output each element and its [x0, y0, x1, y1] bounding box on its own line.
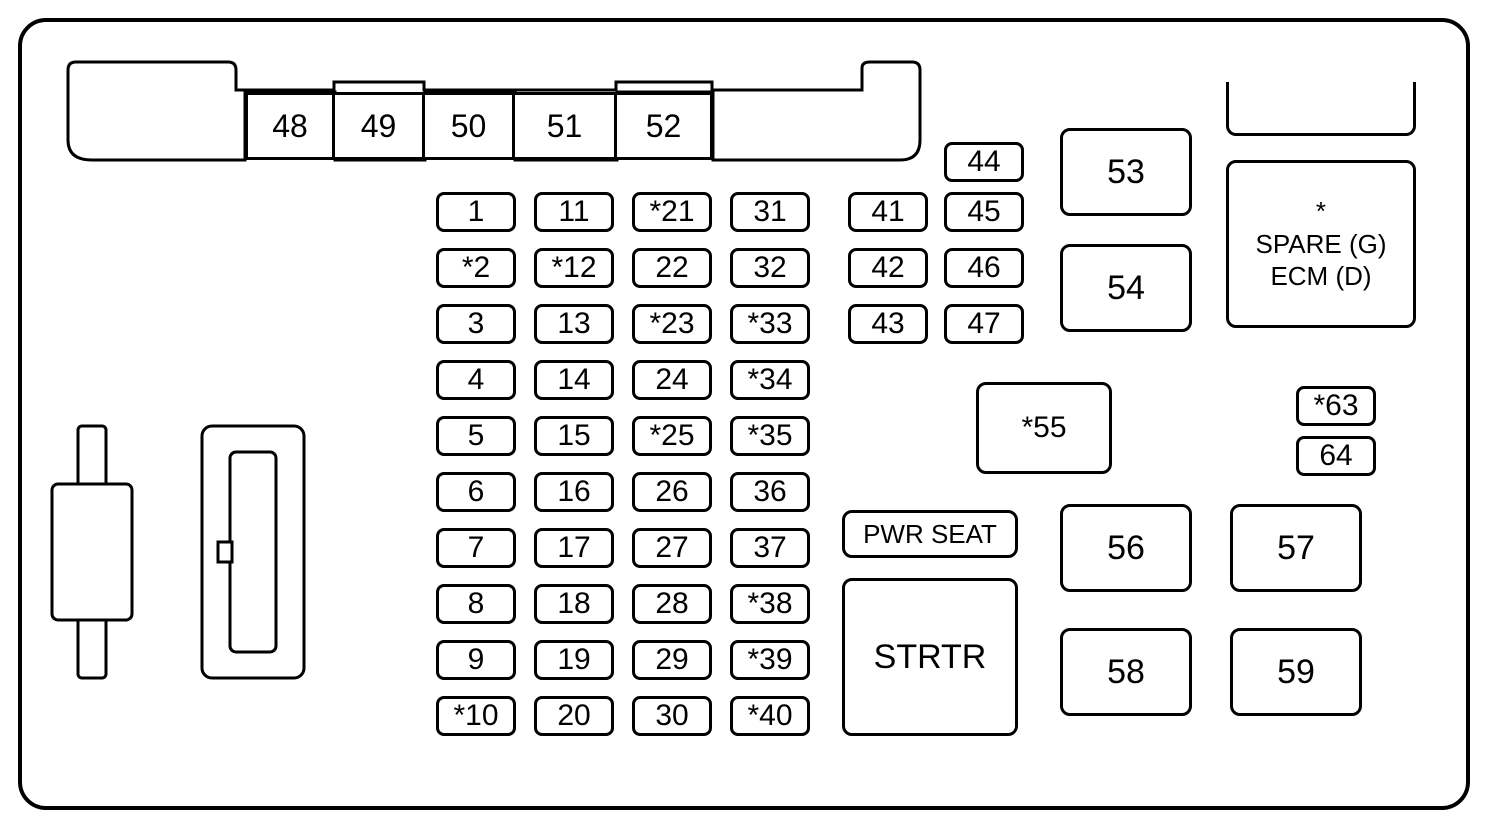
fuse-63-label: *63: [1313, 391, 1358, 421]
fuse-14: 14: [534, 360, 614, 400]
relay-57: 57: [1230, 504, 1362, 592]
connector-2: [200, 424, 310, 680]
fuse-32: 32: [730, 248, 810, 288]
fuse-42: 42: [848, 248, 928, 288]
fuse-27: 27: [632, 528, 712, 568]
relay-strtr: STRTR: [842, 578, 1018, 736]
fuse-21: *21: [632, 192, 712, 232]
fuse-46: 46: [944, 248, 1024, 288]
fuse-10: *10: [436, 696, 516, 736]
fuse-34: *34: [730, 360, 810, 400]
fuse-39: *39: [730, 640, 810, 680]
fuse-7: 7: [436, 528, 516, 568]
fuse-box-diagram: 4849505152 1*23456789*1011*1213141516171…: [0, 0, 1488, 840]
connector-1: [50, 424, 134, 680]
relay-53: 53: [1060, 128, 1192, 216]
spare-line-2: SPARE (G): [1256, 228, 1387, 261]
spare-ecm-relay: * SPARE (G) ECM (D): [1226, 160, 1416, 328]
fuse-35: *35: [730, 416, 810, 456]
relay-56: 56: [1060, 504, 1192, 592]
fuse-5: 5: [436, 416, 516, 456]
fuse-38: *38: [730, 584, 810, 624]
relay-pwr-seat: PWR SEAT: [842, 510, 1018, 558]
fuse-30: 30: [632, 696, 712, 736]
fuse-41: 41: [848, 192, 928, 232]
fuse-4: 4: [436, 360, 516, 400]
relay-58: 58: [1060, 628, 1192, 716]
fuse-23: *23: [632, 304, 712, 344]
fuse-18: 18: [534, 584, 614, 624]
fuse-44: 44: [944, 142, 1024, 182]
fuse-25: *25: [632, 416, 712, 456]
fuse-2: *2: [436, 248, 516, 288]
fuse-12: *12: [534, 248, 614, 288]
relay-54: 54: [1060, 244, 1192, 332]
fuse-6: 6: [436, 472, 516, 512]
fuse-36: 36: [730, 472, 810, 512]
fuse-64-label: 64: [1319, 441, 1352, 471]
fuse-22: 22: [632, 248, 712, 288]
fuse-11: 11: [534, 192, 614, 232]
fuse-37: 37: [730, 528, 810, 568]
fuse-17: 17: [534, 528, 614, 568]
fuse-33: *33: [730, 304, 810, 344]
fuse-19: 19: [534, 640, 614, 680]
fuse-9: 9: [436, 640, 516, 680]
fuse-28: 28: [632, 584, 712, 624]
fuse-31: 31: [730, 192, 810, 232]
fuse-20: 20: [534, 696, 614, 736]
fuse-64: 64: [1296, 436, 1376, 476]
fuse-15: 15: [534, 416, 614, 456]
top-fuse-50: 50: [425, 92, 515, 160]
fuse-8: 8: [436, 584, 516, 624]
top-fuse-51: 51: [515, 92, 617, 160]
fuse-47: 47: [944, 304, 1024, 344]
top-right-cap: [1226, 82, 1416, 136]
fuse-24: 24: [632, 360, 712, 400]
fuse-1: 1: [436, 192, 516, 232]
fuse-26: 26: [632, 472, 712, 512]
fuse-40: *40: [730, 696, 810, 736]
top-fuse-48: 48: [245, 92, 335, 160]
fuse-3: 3: [436, 304, 516, 344]
top-fuse-52: 52: [617, 92, 713, 160]
fuse-63: *63: [1296, 386, 1376, 426]
spare-line-3: ECM (D): [1256, 260, 1387, 293]
fuse-43: 43: [848, 304, 928, 344]
spare-line-1: *: [1256, 195, 1387, 228]
fuse-16: 16: [534, 472, 614, 512]
relay-59: 59: [1230, 628, 1362, 716]
relay--55: *55: [976, 382, 1112, 474]
top-fuse-49: 49: [335, 92, 425, 160]
fuse-13: 13: [534, 304, 614, 344]
fuse-45: 45: [944, 192, 1024, 232]
fuse-29: 29: [632, 640, 712, 680]
